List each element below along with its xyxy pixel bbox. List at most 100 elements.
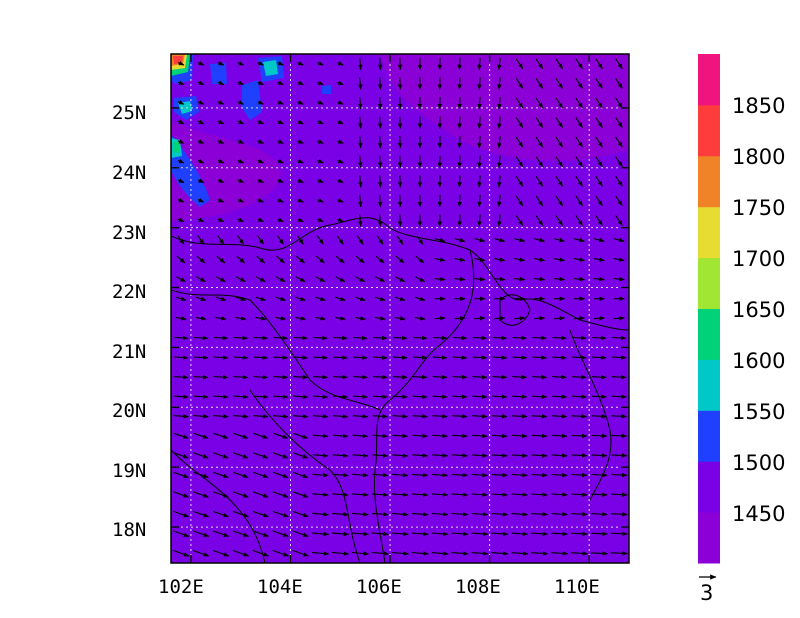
wind-vector [432,433,448,439]
wind-vector [497,214,502,227]
wind-vector [515,97,524,109]
wind-vector [457,96,462,110]
wind-vector [237,217,245,223]
wind-vector [432,335,448,341]
wind-vector [494,257,506,262]
wind-vector [217,100,225,105]
wind-vector [511,433,528,439]
wind-vector [532,374,548,380]
wind-vector [193,510,210,518]
wind-vector [472,374,488,380]
wind-vector [392,453,409,458]
wind-vector [514,316,526,321]
wind-vector [272,471,289,479]
wind-vector [434,257,446,262]
wind-vector [253,394,269,399]
wind-vector [412,433,429,439]
wind-vector [233,491,249,498]
wind-vector [377,155,383,169]
wind-vector [534,237,546,243]
wind-vector [337,61,344,66]
wind-vector [213,374,229,380]
wind-vector [173,452,189,459]
wind-vector [332,414,349,419]
wind-vector [494,276,506,282]
border-line-mid [171,289,381,411]
wind-vector [215,316,227,321]
wind-vector [392,374,408,380]
colorbar-label-1750: 1750 [732,196,785,220]
wind-vector [193,471,209,479]
wind-vector [337,139,344,144]
wind-vector [393,335,408,341]
wind-vector [591,394,607,399]
wind-vector [515,136,524,148]
wind-vector [396,235,404,245]
wind-vector [277,100,284,105]
wind-vector [275,316,287,321]
wind-vector [213,491,229,498]
wind-vector [377,77,383,90]
wind-vector [431,492,449,497]
wind-vector [237,178,245,184]
wind-vector [452,433,468,439]
wind-vector [432,414,448,419]
wind-vector [173,414,189,419]
wind-vector [295,276,306,283]
wind-vector [233,471,249,479]
wind-vector [593,316,605,321]
wind-vector [276,255,285,264]
wind-vector [374,296,386,301]
wind-vector [511,531,529,537]
wind-vector [255,296,267,301]
wind-vector [591,492,608,497]
wind-vector [213,355,229,360]
wind-vector [451,531,469,537]
wind-vector [391,512,409,517]
wind-vector [572,355,587,360]
wind-vector [477,194,482,208]
lat-label-22n: 22N [112,281,146,303]
reference-vector-value: 3 [700,581,713,605]
wind-vector [411,512,429,517]
wind-vector [595,175,603,187]
wind-vector [511,453,528,458]
wind-vector [555,175,564,187]
wind-vector [411,531,429,537]
wind-vector [535,195,544,207]
wind-vector [377,57,383,71]
wind-vector [352,394,368,399]
wind-vector [392,433,409,439]
wind-vector [193,414,209,419]
wind-vector [173,530,190,537]
wind-vector [293,374,309,380]
wind-vector [297,61,304,66]
wind-vector [575,156,583,168]
wind-vector [192,549,210,557]
wind-vector [595,58,603,70]
wind-vector [217,217,225,223]
wind-vector [531,531,549,536]
wind-vector [416,235,424,245]
wind-vector [494,237,506,243]
wind-vector [474,316,486,321]
lon-label-106e: 106E [356,576,402,598]
wind-vector [452,453,468,458]
wind-vector [195,296,207,301]
wind-vector [277,198,284,203]
wind-vector [611,394,627,399]
wind-vector [253,374,269,380]
wind-vector [257,235,265,245]
colorbar-segment-0 [698,512,720,564]
wind-vector [213,335,229,341]
wind-vector [514,257,526,262]
wind-vector [337,158,344,164]
wind-vector [292,530,309,537]
wind-vector [193,374,209,380]
wind-vector [615,175,623,187]
wind-vector [551,453,568,458]
wind-vector [197,61,205,66]
wind-vector [351,551,370,556]
wind-vector [571,414,588,419]
colorbar-segment-7 [698,155,720,208]
